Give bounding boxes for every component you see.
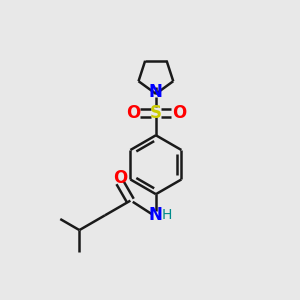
Text: O: O — [172, 104, 186, 122]
Text: N: N — [149, 83, 163, 101]
Text: S: S — [150, 104, 162, 122]
Text: O: O — [113, 169, 127, 187]
Text: H: H — [162, 208, 172, 222]
Text: O: O — [126, 104, 140, 122]
Text: N: N — [149, 206, 163, 224]
